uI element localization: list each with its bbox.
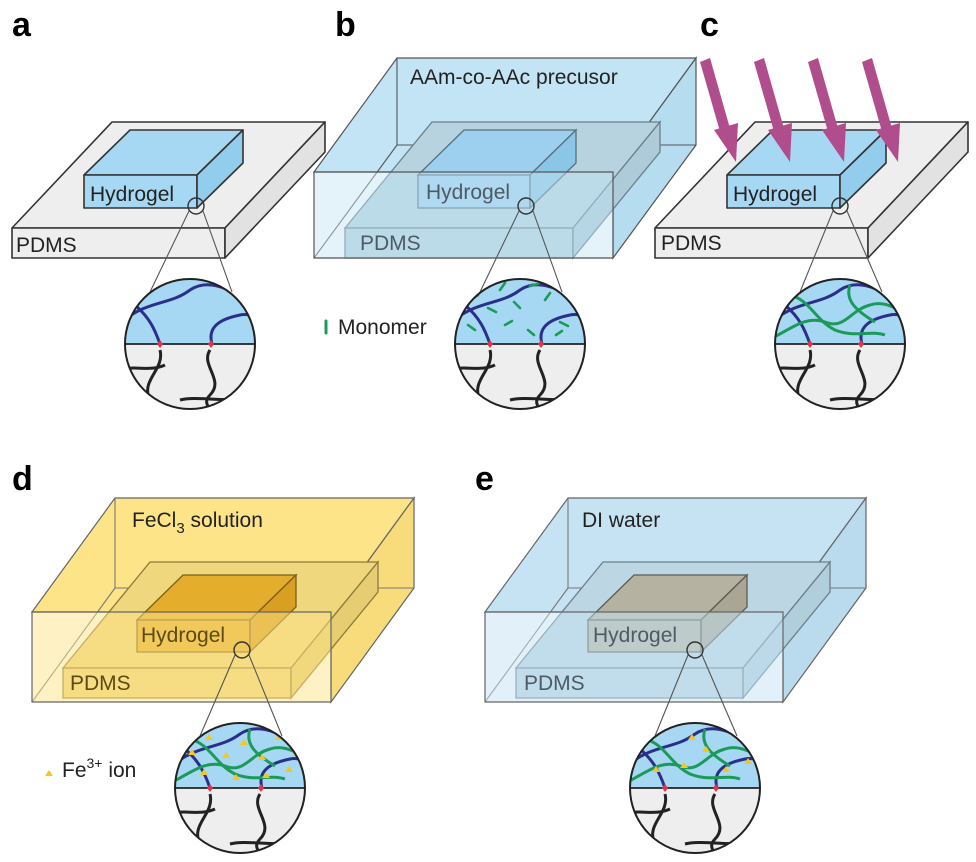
monomer-legend: Monomer [324, 316, 427, 339]
panel-e: e DI water Hydrogel PDMS [475, 460, 868, 854]
panel-letter-a: a [12, 6, 32, 44]
zoom-circle-b [454, 278, 586, 410]
uv-arrow-1 [700, 58, 738, 162]
uv-arrow-3 [808, 58, 846, 162]
zoom-circle-e [629, 722, 761, 854]
panel-letter-b: b [335, 6, 356, 44]
uv-arrow-2 [754, 58, 792, 162]
water-front [484, 611, 784, 703]
panel-letter-d: d [12, 460, 33, 498]
panel-b: b AAm-co-AAc precusor Hydrogel PDMS [312, 6, 698, 410]
fecl3-label: FeCl3 solution [132, 509, 263, 537]
zoom-circle-c [774, 278, 906, 410]
precursor-label: AAm-co-AAc precusor [410, 66, 618, 89]
pdms-label-a: PDMS [16, 234, 77, 257]
hydrogel-label-b: Hydrogel [426, 181, 510, 204]
hydrogel-label-a: Hydrogel [90, 183, 174, 206]
water-label: DI water [582, 509, 660, 532]
pdms-label-b: PDMS [360, 232, 421, 255]
zoom-callout-d [199, 641, 283, 737]
uv-arrows [700, 58, 900, 162]
pdms-label-e: PDMS [524, 672, 585, 695]
panel-letter-e: e [475, 460, 494, 498]
panel-c: c Hydrogel PDMS [654, 6, 969, 410]
zoom-circle-d [174, 722, 306, 854]
panel-letter-c: c [700, 6, 719, 44]
precursor-front [313, 171, 614, 259]
fecl3-front [31, 611, 332, 703]
hydrogel-block-c [726, 129, 887, 209]
monomer-legend-label: Monomer [338, 316, 427, 339]
hydrogel-block-b [416, 128, 578, 210]
zoom-circle-a [124, 278, 256, 410]
fe-ion-legend-label: Fe3+ ion [62, 755, 136, 782]
hydrogel-label-c: Hydrogel [733, 183, 817, 206]
uv-arrow-4 [862, 58, 900, 162]
pdms-label-d: PDMS [70, 672, 131, 695]
hydrogel-label-d: Hydrogel [141, 624, 225, 647]
panel-d: d FeCl3 solution Hydrogel PDMS [12, 460, 416, 854]
hydrogel-label-e: Hydrogel [593, 624, 677, 647]
zoom-callout-e [654, 641, 738, 737]
panel-a: a Hydrogel PDMS [11, 6, 326, 410]
fe-ion-legend-mark [45, 770, 53, 776]
hydrogel-block-a [83, 129, 244, 209]
pdms-label-c: PDMS [661, 232, 722, 255]
zoom-callout-c [799, 197, 883, 293]
zoom-callout-b [479, 197, 563, 293]
zoom-callout-a [149, 197, 233, 293]
fe-ion-legend: Fe3+ ion [45, 755, 136, 782]
